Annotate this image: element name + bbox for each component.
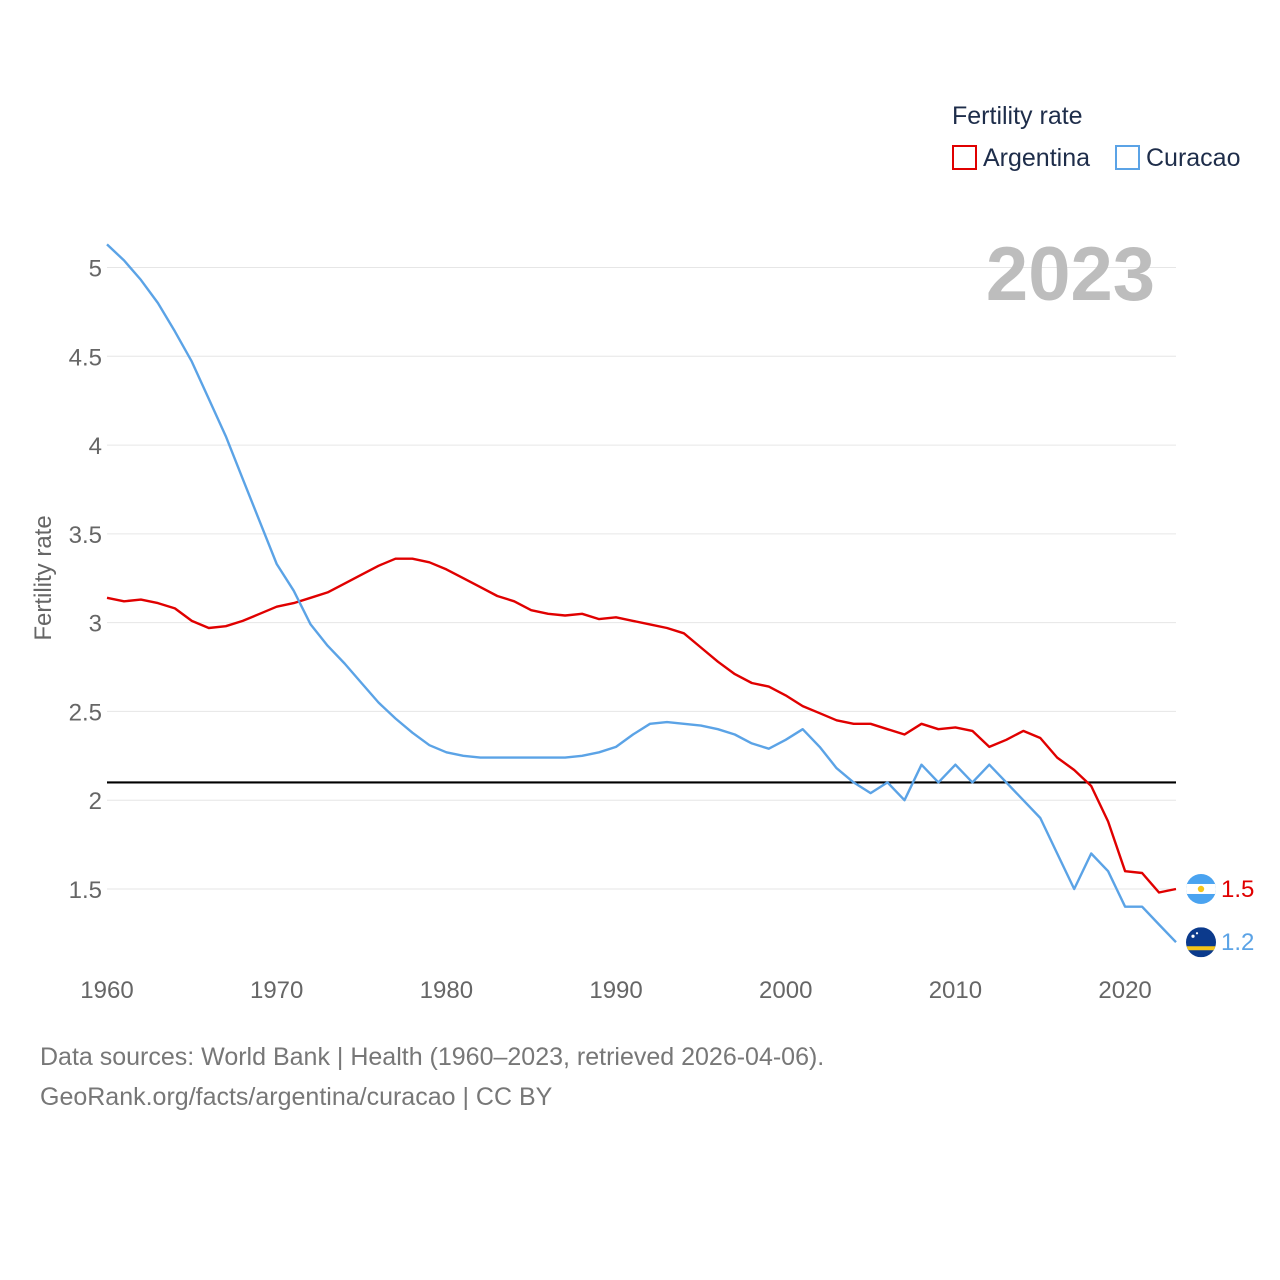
series-line-curacao[interactable] — [106, 243, 1177, 944]
x-tick-label: 2000 — [759, 977, 812, 1004]
end-value-label-curacao: 1.2 — [1221, 929, 1254, 956]
legend-swatch-curacao[interactable] — [1115, 145, 1140, 170]
x-tick-label: 2010 — [929, 977, 982, 1004]
legend-title: Fertility rate — [952, 102, 1083, 130]
series-end-markers: 1.5 1.2 — [1186, 873, 1254, 958]
curacao-flag-icon — [1186, 927, 1216, 958]
footer-source: Data sources: World Bank | Health (1960–… — [40, 1043, 825, 1071]
legend-swatch-argentina[interactable] — [952, 145, 977, 170]
x-tick-label: 1980 — [420, 977, 473, 1004]
x-tick-label: 1960 — [80, 977, 133, 1004]
series-lines — [106, 243, 1177, 944]
legend: Fertility rate Argentina Curacao — [952, 102, 1241, 172]
y-tick-label: 3 — [89, 611, 102, 638]
y-tick-label: 2 — [89, 788, 102, 815]
y-tick-label: 3.5 — [69, 522, 102, 549]
argentina-flag-icon — [1186, 873, 1216, 904]
x-axis-ticks: 1960 1970 1980 1990 2000 2010 2020 — [80, 977, 1151, 1004]
end-value-label-argentina: 1.5 — [1221, 876, 1254, 903]
y-tick-label: 4.5 — [69, 344, 102, 371]
series-line-argentina[interactable] — [106, 557, 1177, 894]
x-tick-label: 2020 — [1098, 977, 1151, 1004]
y-tick-label: 5 — [89, 256, 102, 283]
line-chart: 1.5 2 2.5 3 3.5 4 4.5 5 1960 1970 1980 1990 2000 201… — [30, 102, 1254, 1004]
footer-attribution[interactable]: GeoRank.org/facts/argentina/curacao | CC… — [40, 1083, 553, 1111]
y-tick-label: 4 — [89, 433, 102, 460]
year-label: 2023 — [986, 232, 1155, 317]
y-axis-ticks: 1.5 2 2.5 3 3.5 4 4.5 5 — [69, 256, 102, 904]
legend-label-curacao[interactable]: Curacao — [1146, 144, 1241, 172]
y-tick-label: 1.5 — [69, 877, 102, 904]
y-tick-label: 2.5 — [69, 699, 102, 726]
legend-label-argentina[interactable]: Argentina — [983, 144, 1090, 172]
x-tick-label: 1970 — [250, 977, 303, 1004]
y-axis-label: Fertility rate — [30, 515, 57, 640]
x-tick-label: 1990 — [589, 977, 642, 1004]
gridlines — [107, 267, 1176, 890]
